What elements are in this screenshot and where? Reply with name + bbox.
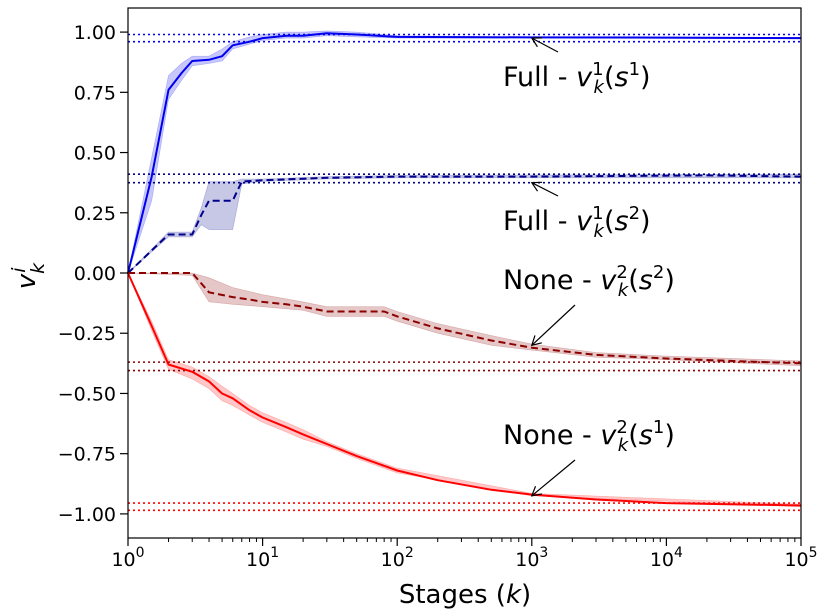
annotation-label-1: Full - v1 k(s1)	[503, 59, 651, 98]
series-band-1	[127, 30, 802, 274]
series-band-3	[127, 272, 802, 367]
x-tick-label-0: 100	[111, 545, 144, 571]
annotations: Full - v1 k(s1) Full - v1 k(s2) None - v2 k(s…	[503, 59, 675, 456]
x-axis-title: Stages (k)	[399, 580, 531, 610]
annotation-arrow-3	[530, 304, 576, 347]
x-tick-label-5: 105	[784, 545, 817, 571]
series-line-3	[128, 272, 802, 365]
annotation-arrow-4	[530, 459, 576, 497]
y-tick-label-2: 0.50	[74, 143, 116, 165]
annotation-arrows	[530, 37, 576, 497]
series-line-1	[127, 32, 802, 274]
plot-frame	[127, 7, 802, 539]
confidence-bands	[127, 30, 802, 508]
x-axis: 100 101 102 103 104 105	[111, 538, 818, 571]
series-band-4	[127, 272, 802, 508]
x-tick-label-1: 101	[246, 545, 279, 571]
y-tick-label-1: 0.75	[74, 82, 116, 104]
y-tick-label-0: 1.00	[74, 22, 116, 44]
y-tick-label-5: −0.25	[58, 323, 116, 345]
series-line-2	[127, 174, 802, 274]
x-tick-label-3: 103	[515, 545, 548, 571]
y-tick-label-4: 0.00	[74, 263, 116, 285]
y-axis-title: vki	[8, 262, 49, 289]
series-line-4	[127, 272, 802, 507]
annotation-label-4: None - v2 k(s1)	[503, 417, 675, 456]
y-tick-label-6: −0.50	[58, 383, 116, 405]
y-tick-label-3: 0.25	[74, 203, 116, 225]
reference-lines	[128, 33, 801, 512]
annotation-arrow-2	[530, 181, 559, 197]
y-tick-label-8: −1.00	[58, 504, 116, 526]
y-tick-label-7: −0.75	[58, 444, 116, 466]
x-tick-label-4: 104	[650, 545, 683, 571]
annotation-label-2: Full - v1 k(s2)	[503, 203, 651, 242]
annotation-label-3: None - v2 k(s2)	[503, 262, 675, 301]
y-axis: 1.00 0.75 0.50 0.25 0.00 −0.25 −0.50 −0.75 −1.00	[58, 22, 128, 526]
annotation-arrow-1	[530, 37, 559, 53]
x-tick-label-2: 102	[381, 545, 414, 571]
series-band-2	[127, 173, 802, 274]
series-lines	[127, 32, 802, 507]
